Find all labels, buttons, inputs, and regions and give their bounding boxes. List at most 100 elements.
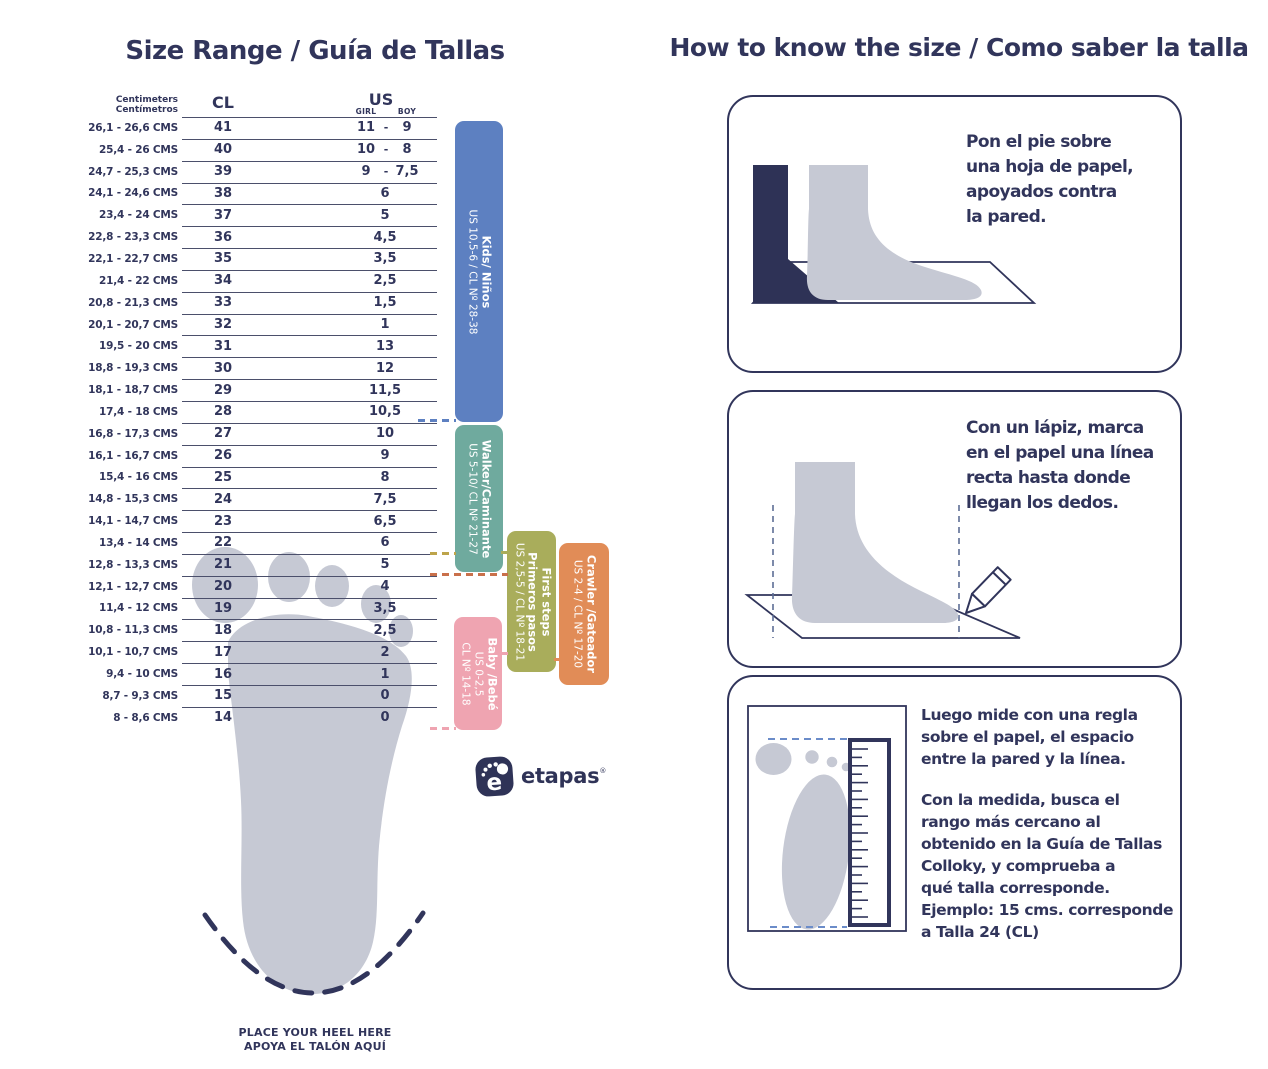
table-row: 26,1 - 26,6 CMS 41 11-9 bbox=[88, 117, 437, 139]
cell-us-size: 11,5 bbox=[368, 382, 402, 398]
table-row: 22,1 - 22,7 CMS 35 3,5 bbox=[88, 248, 437, 270]
step-3-box: Luego mide con una regla sobre el papel, … bbox=[727, 675, 1182, 990]
cell-us-girl: 10 bbox=[356, 142, 376, 158]
cell-us-size: 13 bbox=[375, 338, 395, 354]
cell-us-size: 10 bbox=[375, 426, 395, 442]
cell-centimeters: 12,1 - 12,7 CMS bbox=[88, 580, 178, 593]
cell-centimeters: 24,1 - 24,6 CMS bbox=[88, 187, 178, 200]
table-row: 24,1 - 24,6 CMS 38 6 bbox=[88, 182, 437, 205]
table-row: 24,7 - 25,3 CMS 39 9-7,5 bbox=[88, 160, 437, 183]
heel-dashed-arc bbox=[202, 910, 426, 996]
cell-centimeters: 15,4 - 16 CMS bbox=[99, 471, 178, 484]
cell-us-size: 6,5 bbox=[373, 513, 397, 529]
cell-us-separator: - bbox=[383, 143, 389, 157]
table-row: 19,5 - 20 CMS 31 13 bbox=[90, 335, 437, 357]
cell-cl-size: 28 bbox=[213, 404, 233, 420]
band-crawler: Crawler /Gateador US 2-4 / CL Nº 17-20 bbox=[559, 543, 609, 685]
size-range-title: Size Range / Guía de Tallas bbox=[125, 36, 505, 66]
cell-cl-size: 14 bbox=[213, 710, 233, 726]
table-row: 8,7 - 9,3 CMS 15 0 bbox=[90, 684, 437, 707]
step-2-box: Con un lápiz, marca en el papel una línea… bbox=[727, 390, 1182, 668]
size-table: Centimeters Centímetros CL US GIRL BOY 2… bbox=[88, 90, 437, 732]
cell-centimeters: 19,5 - 20 CMS bbox=[99, 340, 178, 353]
kids-boundary-dash bbox=[418, 419, 456, 422]
table-row: 14,1 - 14,7 CMS 23 6,5 bbox=[88, 510, 437, 532]
table-row: 17,4 - 18 CMS 28 10,5 bbox=[90, 400, 437, 423]
pencil-icon bbox=[965, 566, 1012, 614]
table-row: 21,4 - 22 CMS 34 2,5 bbox=[90, 269, 437, 292]
cell-centimeters: 14,8 - 15,3 CMS bbox=[88, 493, 178, 506]
header-boy: BOY bbox=[397, 107, 417, 116]
cell-cl-size: 34 bbox=[213, 273, 233, 289]
table-row: 10,1 - 10,7 CMS 17 2 bbox=[88, 641, 437, 663]
cell-us-size: 2,5 bbox=[373, 273, 397, 289]
cell-cl-size: 31 bbox=[213, 338, 233, 354]
cell-centimeters: 16,8 - 17,3 CMS bbox=[88, 427, 178, 440]
table-row: 14,8 - 15,3 CMS 24 7,5 bbox=[88, 488, 437, 510]
table-row: 12,1 - 12,7 CMS 20 4 bbox=[88, 575, 437, 598]
cell-us-size: 2,5 bbox=[373, 622, 397, 638]
footprint-shape bbox=[192, 547, 413, 995]
cell-cl-size: 33 bbox=[213, 295, 233, 311]
ruler-ticks bbox=[852, 748, 868, 918]
cell-us-size: 5 bbox=[380, 557, 390, 573]
band-kids: Kids/ Niños US 10,5-6 / CL Nº 28-38 bbox=[455, 121, 503, 422]
cell-us-size: 6 bbox=[380, 185, 390, 201]
cell-centimeters: 12,8 - 13,3 CMS bbox=[88, 558, 178, 571]
cell-cl-size: 23 bbox=[213, 513, 233, 529]
cell-us-size: 1,5 bbox=[373, 295, 397, 311]
table-row: 8 - 8,6 CMS 14 0 bbox=[90, 706, 437, 729]
cell-us-size: 4 bbox=[380, 579, 390, 595]
cell-cl-size: 22 bbox=[213, 535, 233, 551]
cell-centimeters: 14,1 - 14,7 CMS bbox=[88, 515, 178, 528]
table-row: 11,4 - 12 CMS 19 3,5 bbox=[90, 597, 437, 620]
table-row: 18,1 - 18,7 CMS 29 11,5 bbox=[88, 379, 437, 401]
step-1-text: Pon el pie sobre una hoja de papel, apoyad… bbox=[966, 132, 1134, 227]
table-row: 25,4 - 26 CMS 40 10-8 bbox=[90, 138, 437, 161]
cell-cl-size: 16 bbox=[213, 666, 233, 682]
cell-centimeters: 20,8 - 21,3 CMS bbox=[88, 296, 178, 309]
first-steps-boundary-dash bbox=[430, 552, 456, 555]
table-row: 12,8 - 13,3 CMS 21 5 bbox=[88, 553, 437, 576]
crawler-connector bbox=[554, 658, 561, 661]
cell-centimeters: 8 - 8,6 CMS bbox=[113, 711, 178, 724]
pencil-mark-illustration bbox=[744, 462, 1021, 639]
cell-us-size: 6 bbox=[380, 535, 390, 551]
cell-cl-size: 29 bbox=[213, 382, 233, 398]
cell-us-boy: 9 bbox=[402, 120, 412, 136]
foot-measure-illustration bbox=[192, 547, 426, 996]
cell-cl-size: 18 bbox=[213, 622, 233, 638]
header-us: US bbox=[368, 90, 394, 109]
cell-cl-size: 37 bbox=[213, 207, 233, 223]
cell-us-size: 10,5 bbox=[368, 404, 402, 420]
band-first-steps: First steps Primeros pasos US 2,5-5 / CL N… bbox=[507, 531, 556, 672]
cell-us-boy: 7,5 bbox=[395, 164, 419, 180]
cell-cl-size: 27 bbox=[213, 426, 233, 442]
header-centimeters: Centimeters Centímetros bbox=[115, 95, 178, 115]
baby-connector bbox=[500, 652, 508, 655]
cell-centimeters: 23,4 - 24 CMS bbox=[99, 209, 178, 222]
cell-us-size: 7,5 bbox=[373, 491, 397, 507]
etapas-logo-icon: e bbox=[474, 755, 515, 798]
cell-centimeters: 20,1 - 20,7 CMS bbox=[88, 318, 178, 331]
cell-cl-size: 25 bbox=[213, 469, 233, 485]
size-table-rows: 26,1 - 26,6 CMS 41 11-9 25,4 - 26 CMS 40 10-8… bbox=[88, 117, 437, 729]
table-row: 16,1 - 16,7 CMS 26 9 bbox=[88, 444, 437, 467]
table-row: 13,4 - 14 CMS 22 6 bbox=[90, 532, 437, 554]
cell-centimeters: 21,4 - 22 CMS bbox=[99, 274, 178, 287]
cell-us-girl: 11 bbox=[356, 120, 376, 136]
header-cl: CL bbox=[212, 93, 234, 112]
foot-against-wall-illustration bbox=[750, 165, 1037, 304]
cell-cl-size: 35 bbox=[213, 251, 233, 267]
step-3-text: Luego mide con una regla sobre el papel, … bbox=[921, 706, 1174, 941]
cell-us-size: 2 bbox=[380, 644, 390, 660]
cell-centimeters: 18,8 - 19,3 CMS bbox=[88, 362, 178, 375]
table-row: 10,8 - 11,3 CMS 18 2,5 bbox=[88, 619, 437, 641]
table-row: 22,8 - 23,3 CMS 36 4,5 bbox=[88, 226, 437, 248]
table-row: 15,4 - 16 CMS 25 8 bbox=[90, 466, 437, 489]
cell-centimeters: 11,4 - 12 CMS bbox=[99, 602, 178, 615]
cell-us-size: 0 bbox=[380, 688, 390, 704]
cell-cl-size: 39 bbox=[213, 164, 233, 180]
cell-us-size: 9 bbox=[380, 448, 390, 464]
